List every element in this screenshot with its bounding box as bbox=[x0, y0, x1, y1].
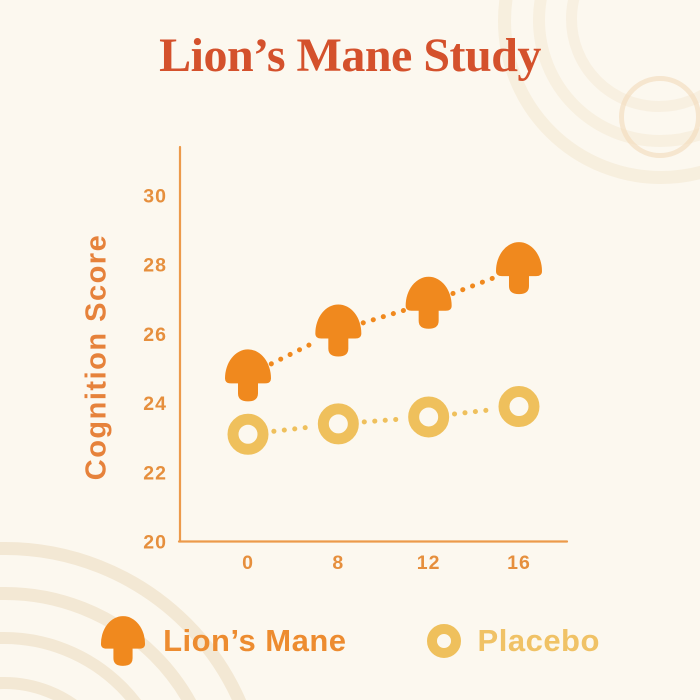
dotted-connector-placebo bbox=[271, 424, 315, 434]
dotted-connector-lions-mane bbox=[360, 307, 407, 326]
y-tick-label: 28 bbox=[143, 255, 167, 277]
y-tick-label: 24 bbox=[143, 393, 167, 415]
mushroom-marker bbox=[405, 276, 452, 329]
x-tick-label: 0 bbox=[242, 552, 254, 574]
donut-marker bbox=[317, 403, 359, 445]
y-axis-title: Cognition Score bbox=[80, 233, 113, 481]
y-tick-label: 20 bbox=[143, 532, 167, 554]
x-tick-label: 16 bbox=[507, 552, 531, 574]
series-lions-mane bbox=[225, 242, 542, 402]
y-tick-label: 22 bbox=[143, 462, 167, 484]
donut-marker bbox=[498, 386, 540, 428]
series-placebo bbox=[227, 386, 540, 455]
scribble-circle-decoration-top-right bbox=[619, 76, 700, 158]
mushroom-marker bbox=[225, 349, 271, 402]
donut-marker bbox=[227, 413, 269, 455]
mushroom-marker bbox=[315, 304, 362, 357]
legend-label-lions-mane: Lion’s Mane bbox=[163, 623, 347, 658]
dotted-connector-lions-mane bbox=[268, 339, 318, 367]
legend-item-lions-mane: Lion’s Mane bbox=[100, 615, 346, 667]
mushroom-marker bbox=[495, 242, 542, 295]
y-tick-label: 30 bbox=[143, 186, 167, 208]
scribble-circle-decoration-bottom-left bbox=[0, 677, 131, 700]
legend-label-placebo: Placebo bbox=[477, 623, 600, 658]
donut-icon bbox=[426, 624, 461, 658]
dotted-connector-placebo bbox=[451, 407, 496, 417]
x-tick-label: 12 bbox=[417, 552, 441, 574]
chart-title: Lion’s Mane Study bbox=[159, 29, 541, 82]
donut-marker bbox=[408, 396, 450, 438]
mushroom-icon bbox=[101, 616, 146, 666]
y-tick-label: 26 bbox=[143, 324, 167, 346]
dotted-connector-placebo bbox=[361, 416, 406, 425]
legend-item-placebo: Placebo bbox=[426, 623, 600, 659]
dotted-connector-lions-mane bbox=[450, 274, 498, 296]
legend: Lion’s Mane Placebo bbox=[0, 610, 700, 672]
x-tick-label: 8 bbox=[332, 552, 344, 574]
